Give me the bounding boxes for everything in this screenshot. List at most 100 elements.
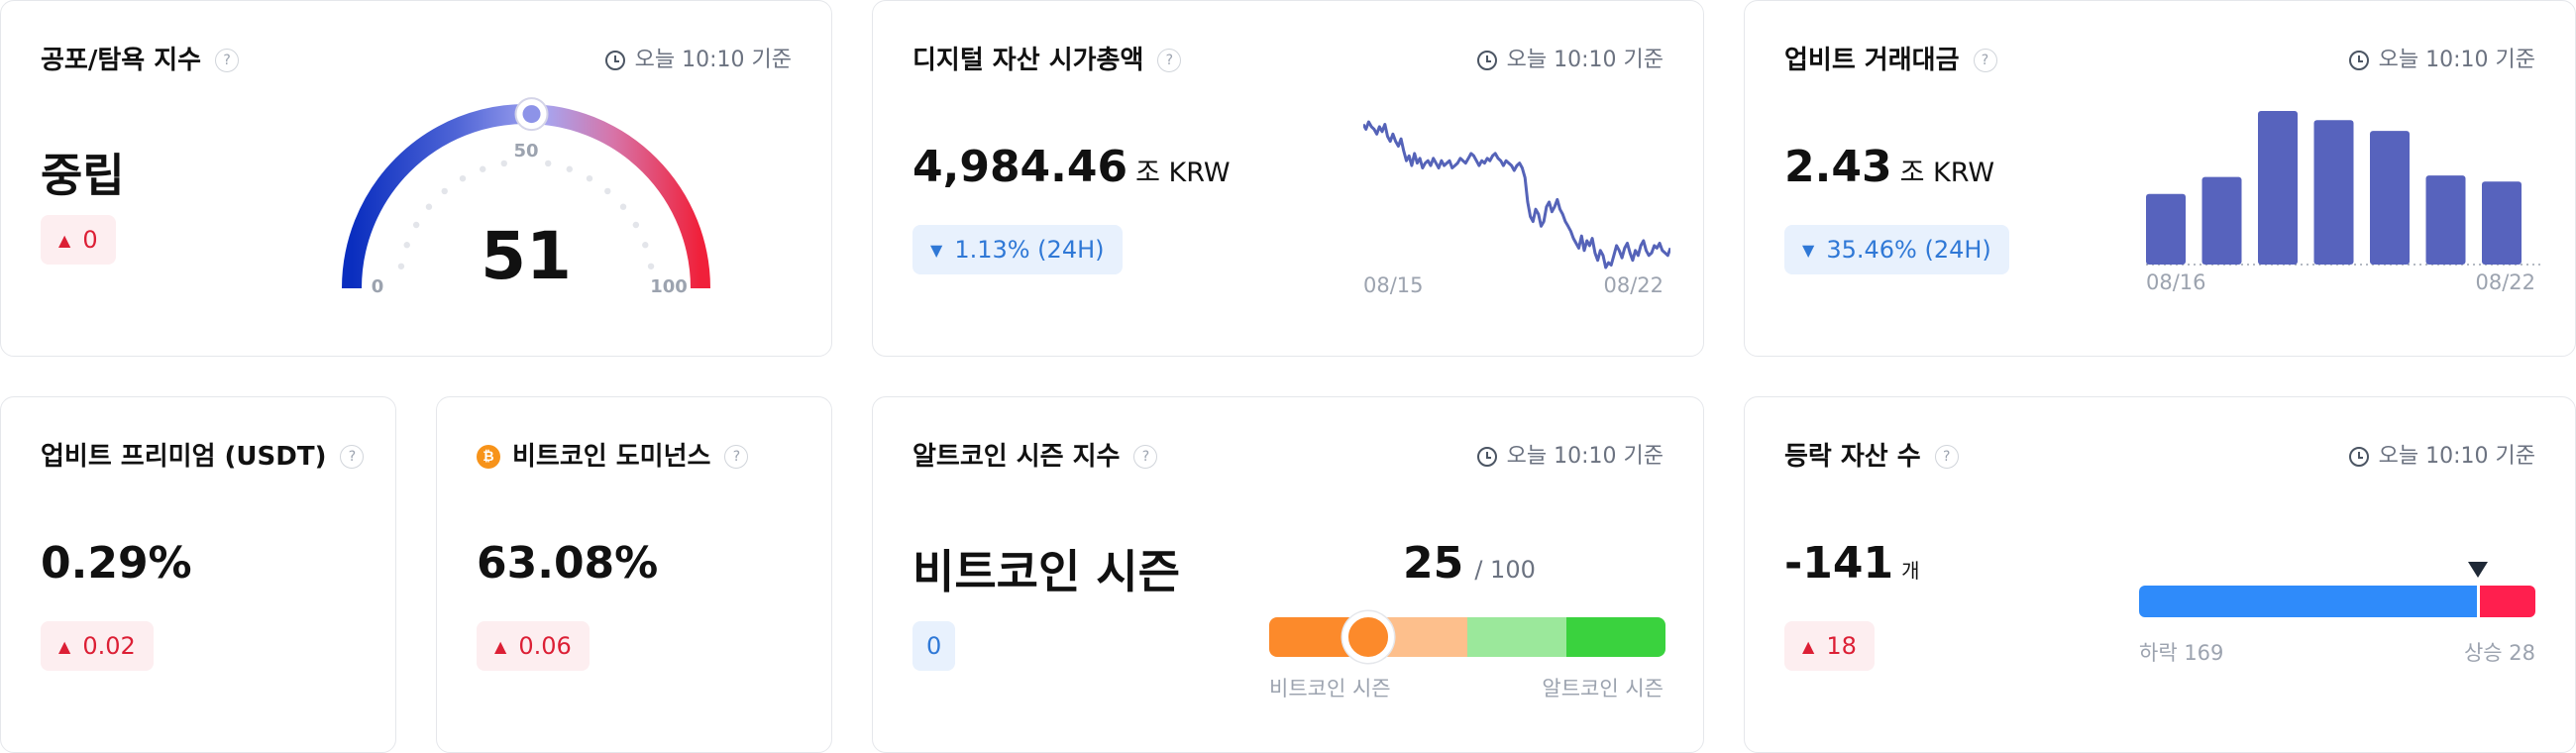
trade-volume-bar-chart	[2146, 111, 2542, 266]
advance-segment	[2479, 586, 2535, 617]
altseason-max: / 100	[1474, 556, 1536, 584]
help-icon[interactable]: ?	[724, 445, 749, 469]
market-cap-series-line	[1363, 120, 1670, 269]
market-cap-line-chart	[1363, 120, 1670, 269]
timestamp: 오늘 10:10 기준	[604, 41, 792, 80]
gauge-dot	[586, 174, 593, 182]
trade-volume-bar	[2201, 176, 2242, 265]
gauge-tick-mid: 50	[513, 141, 538, 161]
help-icon[interactable]: ?	[340, 445, 365, 469]
advance-decline-value: -141 개	[1784, 538, 1920, 589]
altseason-change-badge: 0	[912, 621, 956, 671]
advance-decline-bar	[2139, 586, 2535, 617]
advance-decline-change-badge: ▲ 18	[1784, 621, 1875, 671]
triangle-up-icon: ▲	[58, 636, 71, 656]
altseason-label-left: 비트코인 시즌	[1269, 677, 1391, 700]
gauge-dot	[619, 203, 627, 210]
clock-icon	[604, 51, 625, 70]
gauge-dot	[441, 187, 448, 195]
fear-greed-gauge: 0 50 100 51	[342, 97, 710, 297]
dominance-card[interactable]: ₿ 비트코인 도미넌스 ? 63.08% ▲ 0.06	[436, 396, 832, 753]
gauge-dot	[459, 174, 467, 182]
altseason-label-right: 알트코인 시즌	[1542, 677, 1664, 700]
altseason-knob	[1342, 611, 1394, 663]
clock-icon	[1476, 447, 1497, 467]
fear-greed-status: 중립	[41, 149, 125, 202]
triangle-down-icon: ▼	[930, 240, 943, 260]
triangle-up-icon: ▲	[1802, 636, 1815, 656]
decline-label: 하락 169	[2139, 641, 2224, 665]
clock-icon	[2348, 51, 2369, 70]
gauge-dot	[403, 242, 410, 249]
clock-icon	[2348, 447, 2369, 467]
gauge-dot	[425, 203, 433, 210]
trade-volume-unit: 조 KRW	[1899, 158, 1995, 188]
market-cap-card[interactable]: 디지털 자산 시가총액 ? 오늘 10:10 기준 4,984.46 조 KRW …	[872, 0, 1704, 357]
trade-volume-x-end: 08/22	[2475, 270, 2535, 294]
decline-segment	[2139, 586, 2477, 617]
help-icon[interactable]: ?	[1973, 49, 1997, 72]
altseason-title: 알트코인 시즌 지수 ?	[912, 437, 1158, 477]
trade-volume-value: 2.43 조 KRW	[1784, 142, 1995, 192]
market-cap-change-badge: ▼ 1.13% (24H)	[912, 225, 1123, 274]
gauge-dots	[397, 160, 655, 269]
advance-label: 상승 28	[2463, 641, 2535, 665]
triangle-down-icon: ▼	[1802, 240, 1815, 260]
fear-greed-change-badge: ▲ 0	[41, 215, 116, 265]
altseason-segment	[1467, 617, 1566, 657]
dominance-change-badge: ▲ 0.06	[477, 621, 590, 671]
dominance-value: 63.08%	[477, 538, 659, 589]
triangle-up-icon: ▲	[494, 636, 507, 656]
premium-title: 업비트 프리미엄 (USDT) ?	[41, 437, 365, 477]
market-cap-title: 디지털 자산 시가총액 ?	[912, 41, 1182, 80]
gauge-value: 51	[481, 218, 572, 294]
split-marker-icon	[2468, 562, 2489, 578]
gauge-tick-max: 100	[650, 276, 688, 297]
gauge-dot	[412, 221, 420, 229]
advance-decline-card[interactable]: 등락 자산 수 ? 오늘 10:10 기준 -141 개 ▲ 18 하락 169 …	[1744, 396, 2576, 753]
altseason-value: 25	[1403, 538, 1464, 589]
trade-volume-bars	[2146, 111, 2522, 265]
timestamp: 오늘 10:10 기준	[1476, 437, 1664, 477]
gauge-dot	[604, 187, 611, 195]
market-cap-x-start: 08/15	[1363, 273, 1424, 297]
trade-volume-title: 업비트 거래대금 ?	[1784, 41, 1997, 80]
gauge-dot	[397, 263, 405, 269]
bar-divider	[2476, 586, 2480, 617]
trade-volume-card[interactable]: 업비트 거래대금 ? 오늘 10:10 기준 2.43 조 KRW ▼ 35.46…	[1744, 0, 2576, 357]
gauge-dot	[566, 165, 573, 172]
triangle-up-icon: ▲	[58, 230, 71, 250]
altseason-segment	[1566, 617, 1665, 657]
fear-greed-card[interactable]: 공포/탐욕 지수 ? 오늘 10:10 기준 중립 ▲ 0 0 50 100 5…	[0, 0, 832, 357]
fear-greed-title: 공포/탐욕 지수 ?	[41, 41, 240, 80]
trade-volume-bar	[2482, 181, 2522, 265]
premium-card[interactable]: 업비트 프리미엄 (USDT) ? 0.29% ▲ 0.02	[0, 396, 396, 753]
gauge-knob-inner	[522, 105, 541, 124]
help-icon[interactable]: ?	[215, 49, 240, 72]
timestamp: 오늘 10:10 기준	[2348, 437, 2535, 477]
trade-volume-bar	[2313, 120, 2354, 265]
premium-value: 0.29%	[41, 538, 192, 589]
dominance-title: ₿ 비트코인 도미넌스 ?	[477, 437, 749, 477]
advance-decline-unit: 개	[1901, 559, 1920, 583]
altseason-bar	[1269, 617, 1665, 657]
help-icon[interactable]: ?	[1133, 445, 1158, 469]
clock-icon	[1476, 51, 1497, 70]
market-cap-x-end: 08/22	[1603, 273, 1664, 297]
help-icon[interactable]: ?	[1157, 49, 1182, 72]
gauge-tick-min: 0	[372, 276, 384, 297]
trade-volume-bar	[2425, 175, 2466, 265]
gauge-dot	[500, 160, 507, 167]
trade-volume-x-start: 08/16	[2146, 270, 2206, 294]
market-cap-unit: 조 KRW	[1135, 158, 1231, 188]
gauge-dot	[647, 263, 655, 269]
gauge-dot	[632, 221, 640, 229]
bitcoin-icon: ₿	[477, 445, 500, 469]
market-cap-value: 4,984.46 조 KRW	[912, 142, 1231, 192]
help-icon[interactable]: ?	[1934, 445, 1959, 469]
trade-volume-bar	[2258, 111, 2298, 265]
altseason-status: 비트코인 시즌	[912, 545, 1180, 598]
gauge-dot	[545, 160, 552, 167]
trade-volume-bar	[2146, 193, 2186, 265]
altseason-card[interactable]: 알트코인 시즌 지수 ? 오늘 10:10 기준 비트코인 시즌 0 25 / …	[872, 396, 1704, 753]
